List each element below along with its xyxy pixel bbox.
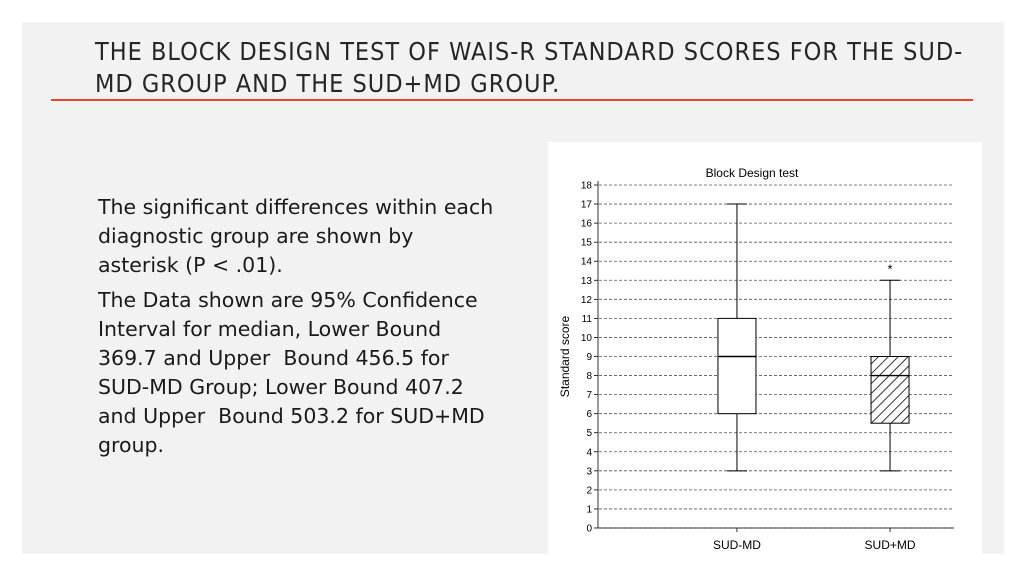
block-design-boxplot: Block Design test01234567891011121314151… <box>558 166 954 552</box>
y-tick-label: 14 <box>581 257 593 268</box>
title-underline <box>51 99 973 101</box>
y-tick-label: 10 <box>581 333 593 344</box>
x-tick-label: SUD+MD <box>865 538 916 552</box>
body-text: The significant differences within each … <box>98 193 498 466</box>
y-tick-label: 15 <box>581 238 593 249</box>
y-axis-label: Standard score <box>558 315 572 397</box>
y-tick-label: 9 <box>586 352 592 363</box>
y-tick-label: 4 <box>586 447 592 458</box>
y-tick-label: 17 <box>581 200 593 211</box>
paragraph-significance: The significant differences within each … <box>98 195 500 277</box>
box-sud-md <box>717 317 757 415</box>
x-tick-label: SUD-MD <box>713 538 761 552</box>
y-tick-label: 1 <box>586 504 592 515</box>
paragraph-confidence-interval: The Data shown are 95% Confidence Interv… <box>98 288 492 457</box>
y-tick-label: 18 <box>581 181 593 192</box>
slide: The Block Design test of WAIS-R standard… <box>22 22 1004 554</box>
significance-asterisk-sud-md: * <box>888 261 893 276</box>
chart-title: Block Design test <box>706 166 799 180</box>
y-tick-label: 16 <box>581 219 593 230</box>
slide-title: The Block Design test of WAIS-R standard… <box>95 37 964 98</box>
y-tick-label: 7 <box>586 390 592 401</box>
y-tick-label: 8 <box>586 371 592 382</box>
y-tick-label: 13 <box>581 276 593 287</box>
y-tick-label: 5 <box>586 428 592 439</box>
y-tick-label: 12 <box>581 295 593 306</box>
box-sud-md <box>870 356 910 424</box>
chart-panel: Block Design test 0 1 2 3 4 5 6 7 8 9 10 11 12 13 14 15 1… <box>548 142 982 554</box>
y-tick-label: 2 <box>586 485 592 496</box>
y-tick-label: 3 <box>586 466 592 477</box>
y-tick-label: 0 <box>586 524 592 535</box>
y-tick-label: 11 <box>582 314 593 325</box>
y-tick-label: 6 <box>586 409 592 420</box>
